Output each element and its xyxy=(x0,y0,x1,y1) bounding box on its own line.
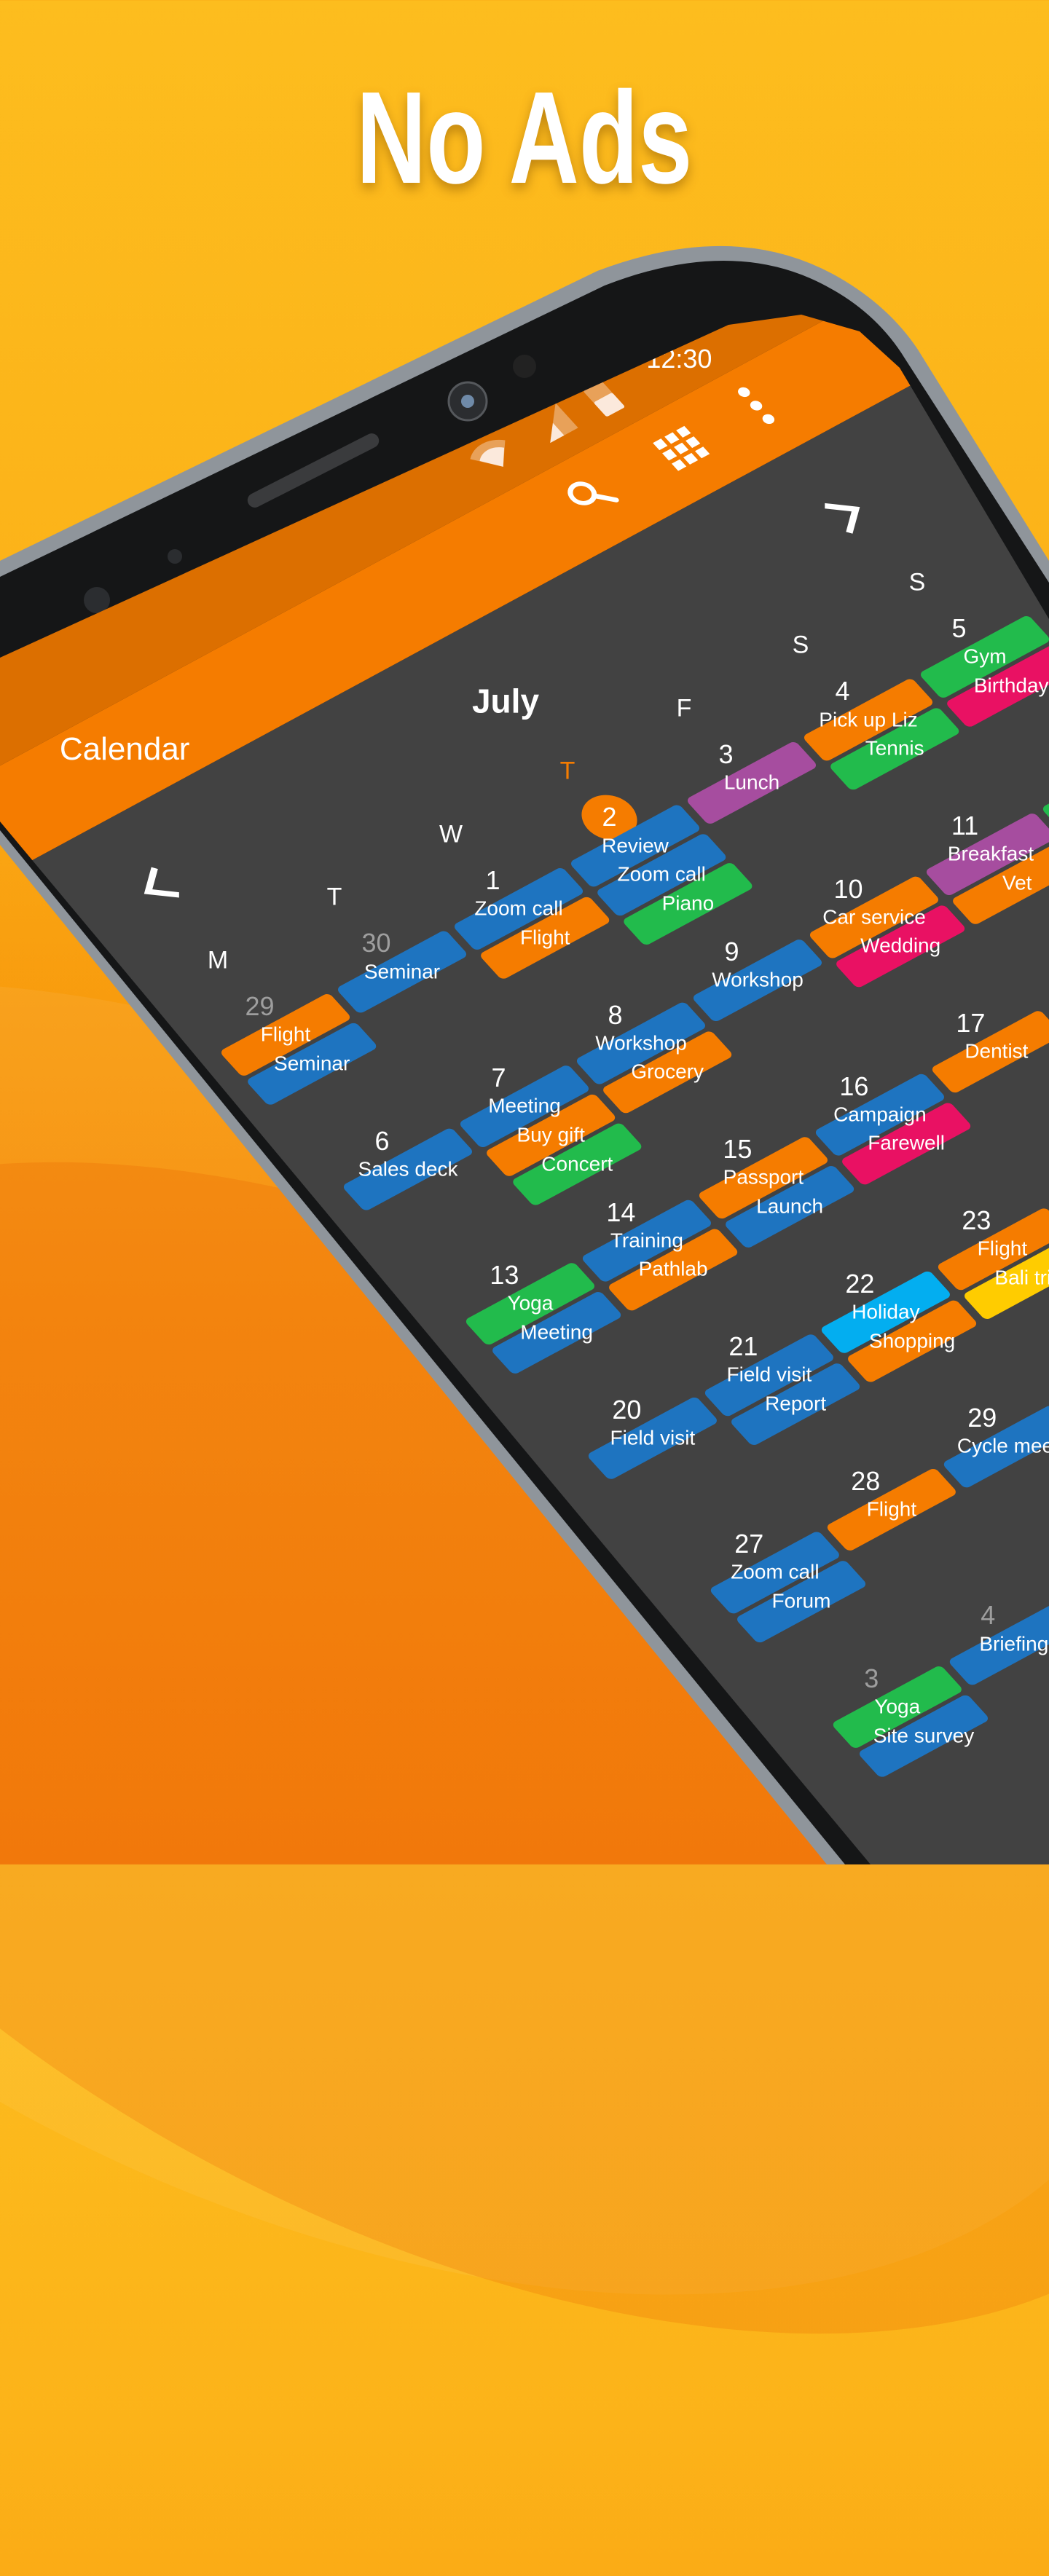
weekday-label: T xyxy=(559,757,575,785)
weekday-label: W xyxy=(439,820,463,848)
more-vert-icon[interactable] xyxy=(727,379,786,431)
day-number: 6 xyxy=(374,1125,390,1156)
day-number: 10 xyxy=(833,873,863,904)
event-title[interactable]: Bali trip xyxy=(994,1266,1049,1289)
day-number: 9 xyxy=(724,937,739,967)
month-title: July xyxy=(471,682,540,720)
event-title[interactable]: Holiday xyxy=(852,1300,920,1323)
day-number: 28 xyxy=(851,1466,881,1496)
event-title[interactable]: Car service xyxy=(822,905,926,929)
event-title[interactable]: Concert xyxy=(541,1152,613,1175)
chevron-left-icon[interactable] xyxy=(126,861,189,912)
event-title[interactable]: Seminar xyxy=(364,960,441,983)
sensor-icon xyxy=(513,355,536,378)
event-title[interactable]: Cycle meet xyxy=(956,1434,1049,1457)
chevron-right-icon[interactable] xyxy=(815,489,878,540)
event-title[interactable]: Pathlab xyxy=(638,1257,708,1280)
event-title[interactable]: Flight xyxy=(866,1497,917,1521)
event-title[interactable]: Yoga xyxy=(507,1291,554,1315)
speaker-grille xyxy=(247,433,380,508)
event-title[interactable]: Flight xyxy=(260,1023,311,1046)
calendar-app xyxy=(0,315,1049,1864)
screen-labels: 12:30 Calendar July M T W T F S S Flight Seminar 29 S… xyxy=(59,568,1049,1747)
event-title[interactable]: Sales deck xyxy=(358,1157,458,1181)
event-title[interactable]: Birthday xyxy=(973,674,1049,697)
event-title[interactable]: Launch xyxy=(756,1194,824,1218)
event-title[interactable]: Yoga xyxy=(874,1695,921,1718)
day-number: 8 xyxy=(608,999,623,1030)
event-title[interactable]: Seminar xyxy=(274,1052,350,1075)
day-number: 5 xyxy=(951,613,967,644)
event-title[interactable]: Farewell xyxy=(868,1131,945,1154)
day-number: 2 xyxy=(602,802,617,832)
app-title: Calendar xyxy=(59,730,190,767)
event-title[interactable]: Zoom call xyxy=(617,862,706,886)
event-title[interactable]: Grocery xyxy=(631,1060,704,1083)
event-title[interactable]: Zoom call xyxy=(474,897,563,920)
event-title[interactable]: Wedding xyxy=(860,934,941,957)
event-title[interactable]: Passport xyxy=(723,1165,804,1189)
day-number: 4 xyxy=(981,1600,996,1631)
day-number: 30 xyxy=(361,928,391,958)
weekday-label: S xyxy=(908,568,926,596)
phone-screen: 12:30 Calendar July M T W T F S S Flight Seminar 29 S… xyxy=(0,315,1049,1864)
event-title[interactable]: Gym xyxy=(963,645,1007,668)
event-title[interactable]: Workshop xyxy=(712,968,804,991)
day-number: 7 xyxy=(491,1063,506,1093)
day-number: 4 xyxy=(835,676,850,706)
weekday-label: F xyxy=(676,694,692,722)
day-number: 20 xyxy=(612,1394,642,1425)
event-title[interactable]: Dentist xyxy=(964,1039,1029,1063)
event-title[interactable]: Flight xyxy=(977,1237,1028,1260)
day-number: 29 xyxy=(967,1403,997,1433)
event-title[interactable]: Vet xyxy=(1002,871,1032,894)
event-title[interactable]: Review xyxy=(602,834,669,857)
event-title[interactable]: Flight xyxy=(519,926,570,949)
day-number: 23 xyxy=(962,1205,991,1236)
day-number: 3 xyxy=(718,739,734,770)
headline-text: No Ads xyxy=(356,65,693,211)
event-title[interactable]: Site survey xyxy=(873,1724,975,1747)
day-number: 3 xyxy=(864,1663,879,1694)
event-title[interactable]: Lunch xyxy=(723,771,780,794)
search-icon[interactable] xyxy=(555,468,623,521)
day-number: 13 xyxy=(490,1260,519,1291)
event-title[interactable]: Meeting xyxy=(520,1320,593,1344)
event-title[interactable]: Training xyxy=(610,1229,683,1252)
event-title[interactable]: Campaign xyxy=(833,1103,927,1126)
day-number: 16 xyxy=(839,1071,869,1101)
day-number: 11 xyxy=(951,811,979,841)
day-number: 22 xyxy=(845,1268,875,1299)
day-number: 14 xyxy=(606,1197,636,1227)
signal-icon xyxy=(550,403,578,444)
weekday-label: S xyxy=(792,631,809,659)
sensor-icon xyxy=(84,587,110,613)
event-title[interactable]: Meeting xyxy=(488,1094,561,1117)
event-title[interactable]: Pick up Liz xyxy=(819,708,918,731)
headline: No Ads xyxy=(0,69,1049,208)
wifi-icon xyxy=(470,439,506,467)
grid-view-icon[interactable] xyxy=(651,424,714,474)
day-number: 27 xyxy=(734,1529,764,1559)
day-number: 29 xyxy=(245,991,275,1022)
event-title[interactable]: Field visit xyxy=(610,1426,696,1449)
day-number: 17 xyxy=(956,1008,986,1039)
day-number: 21 xyxy=(728,1331,758,1362)
event-title[interactable]: Zoom call xyxy=(731,1560,820,1583)
event-title[interactable]: Tennis xyxy=(865,736,924,760)
day-number: 15 xyxy=(723,1134,753,1165)
event-title[interactable]: Report xyxy=(765,1392,827,1415)
event-title[interactable]: Field visit xyxy=(726,1363,812,1386)
sensor-icon xyxy=(168,549,182,564)
event-title[interactable]: Forum xyxy=(771,1589,831,1612)
weekday-label: T xyxy=(326,883,342,911)
event-title[interactable]: Shopping xyxy=(868,1329,956,1352)
event-title[interactable]: Buy gift xyxy=(516,1123,585,1146)
event-title[interactable]: Workshop xyxy=(595,1031,687,1055)
day-number: 1 xyxy=(485,865,500,896)
event-title[interactable]: Briefing xyxy=(979,1632,1049,1655)
weekday-label: M xyxy=(207,946,229,974)
event-title[interactable]: Breakfast xyxy=(947,842,1034,865)
event-title[interactable]: Piano xyxy=(661,891,715,915)
